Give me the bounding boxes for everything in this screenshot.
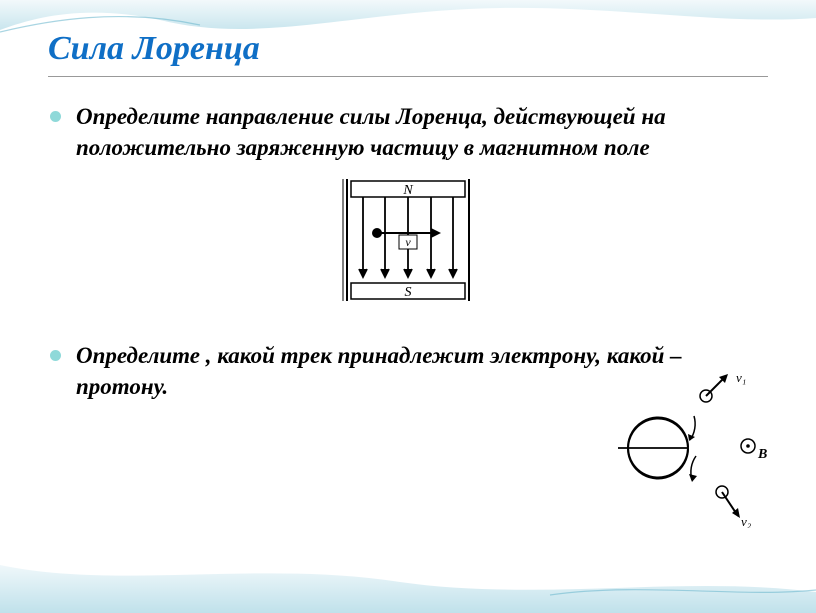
label-B: B: [757, 447, 767, 462]
label-v1: v₁: [736, 370, 746, 385]
label-S: S: [405, 285, 412, 300]
bullet-text-2: Определите , какой трек принадлежит элек…: [76, 343, 682, 399]
bullet-text-1: Определите направление силы Лоренца, дей…: [76, 104, 666, 160]
label-N: N: [402, 183, 413, 198]
slide: Сила Лоренца Определите направление силы…: [0, 0, 816, 613]
diagram-2-wrap: v₁ v₂ B: [618, 368, 768, 533]
label-v: v: [405, 235, 411, 249]
bullet-list: Определите направление силы Лоренца, дей…: [48, 101, 768, 163]
label-v2: v₂: [741, 514, 752, 528]
diagram-1-row: N S v: [48, 175, 768, 310]
magnet-field-diagram: N S v: [333, 175, 483, 305]
velocity-arrowhead: [431, 228, 441, 238]
bullet-item-1: Определите направление силы Лоренца, дей…: [48, 101, 768, 163]
slide-title: Сила Лоренца: [48, 30, 768, 77]
particle-tracks-diagram: v₁ v₂ B: [618, 368, 768, 528]
